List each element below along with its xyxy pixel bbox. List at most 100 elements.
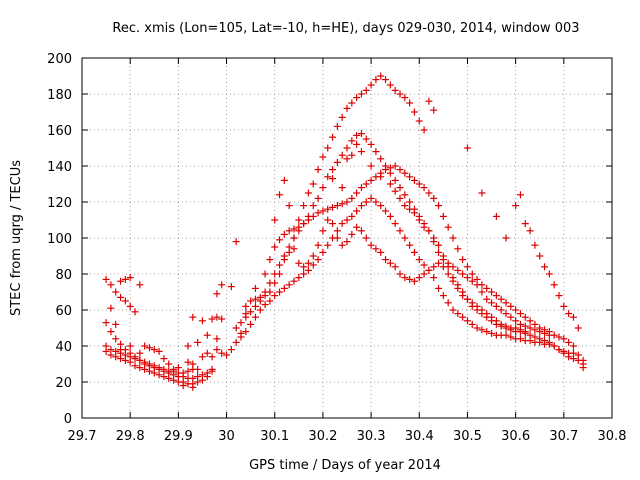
data-point [295,223,303,231]
data-point [208,315,216,323]
data-point [324,205,332,213]
y-tick-label: 160 [47,124,72,139]
data-point [526,324,534,332]
data-point [386,164,394,172]
y-tick-label: 140 [47,160,72,175]
data-point [420,261,428,269]
data-point [415,117,423,125]
data-point [155,364,163,372]
data-point [372,245,380,253]
data-point [300,263,308,271]
data-point [463,144,471,152]
data-point [396,270,404,278]
data-point [290,245,298,253]
data-point [184,367,192,375]
data-point [377,173,385,181]
data-point [295,216,303,224]
data-point [492,302,500,310]
data-point [439,256,447,264]
data-point [574,351,582,359]
data-point [410,277,418,285]
data-point [160,355,168,363]
data-point [121,275,129,283]
data-point [213,346,221,354]
data-point [324,173,332,181]
data-point [324,241,332,249]
data-point [502,310,510,318]
data-point [502,234,510,242]
data-point [112,335,120,343]
data-point [483,295,491,303]
data-point [300,202,308,210]
data-point [357,130,365,138]
data-point [266,279,274,287]
y-tick-label: 0 [64,412,72,427]
data-point [521,322,529,330]
data-point [516,335,524,343]
data-point [555,346,563,354]
data-point [329,175,337,183]
data-point [179,369,187,377]
data-point [203,349,211,357]
data-point [401,169,409,177]
data-point [550,281,558,289]
data-point [386,81,394,89]
data-point [309,212,317,220]
data-point [198,371,206,379]
data-point [242,302,250,310]
data-point [449,277,457,285]
data-point [112,288,120,296]
data-point [141,342,149,350]
data-point [353,207,361,215]
data-point [261,288,269,296]
data-point [488,288,496,296]
data-point [314,194,322,202]
data-point [579,356,587,364]
data-point [112,347,120,355]
data-point [425,227,433,235]
data-point [155,347,163,355]
data-point [449,306,457,314]
data-point [516,310,524,318]
data-point [343,104,351,112]
data-point [545,338,553,346]
data-point [391,220,399,228]
data-point [271,243,279,251]
data-point [386,212,394,220]
data-point [136,356,144,364]
data-point [415,274,423,282]
data-point [425,266,433,274]
data-point [300,270,308,278]
data-point [406,99,414,107]
data-point [382,256,390,264]
data-point [251,302,259,310]
data-point [430,263,438,271]
data-point [194,365,202,373]
data-point [444,223,452,231]
data-point [569,349,577,357]
data-point [545,270,553,278]
data-point [314,256,322,264]
data-point [102,342,110,350]
data-point [329,220,337,228]
data-point [391,176,399,184]
data-point [271,292,279,300]
data-point [454,245,462,253]
data-point [526,227,534,235]
data-point [324,216,332,224]
data-point [348,151,356,159]
data-point [507,313,515,321]
data-point [473,281,481,289]
data-point [526,317,534,325]
data-point [391,187,399,195]
data-point [329,203,337,211]
data-point [223,351,231,359]
data-point [136,349,144,357]
y-tick-label: 180 [47,88,72,103]
data-point [569,342,577,350]
data-point [521,220,529,228]
data-point [353,94,361,102]
data-point [338,220,346,228]
data-point [483,328,491,336]
data-point [194,373,202,381]
